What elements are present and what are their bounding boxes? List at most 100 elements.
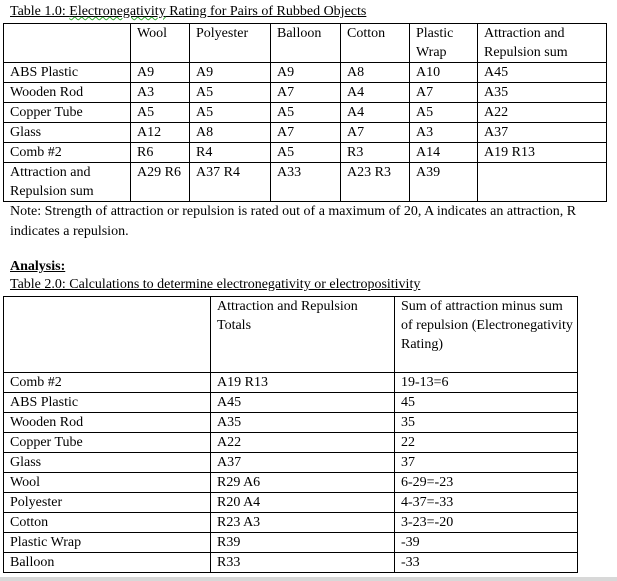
table-cell: Copper Tube	[3, 432, 211, 453]
table-cell: 6-29=-23	[394, 472, 578, 493]
table-cell: A29 R6	[130, 162, 190, 202]
table-cell: A19 R13	[210, 372, 395, 393]
table-row: Balloon R33 -33	[3, 552, 578, 573]
column-header: Sum of attraction minus sum of repulsion…	[394, 296, 578, 373]
table-cell: A5	[409, 102, 478, 123]
table-cell: Polyester	[3, 492, 211, 513]
electronegativity-rating-table: Wool Polyester Balloon Cotton Plastic Wrap At…	[3, 23, 607, 202]
caption-prefix: Table 1.0:	[10, 4, 70, 19]
table-cell: 45	[394, 392, 578, 413]
table-cell: A4	[340, 102, 410, 123]
table-cell: A19 R13	[477, 142, 607, 163]
table-cell: 35	[394, 412, 578, 433]
table-cell: A39	[409, 162, 478, 202]
table-cell: A14	[409, 142, 478, 163]
table-cell: A22	[477, 102, 607, 123]
table-cell: A3	[130, 82, 190, 103]
table-row: Wooden Rod A3 A5 A7 A4 A7 A35	[3, 82, 607, 103]
table-row: Copper Tube A22 22	[3, 432, 578, 453]
table-cell: R33	[210, 552, 395, 573]
column-header: Attraction and Repulsion sum	[477, 23, 607, 63]
table-cell: A7	[409, 82, 478, 103]
table-cell: A5	[189, 102, 271, 123]
table-cell: A4	[340, 82, 410, 103]
table-cell: 19-13=6	[394, 372, 578, 393]
table-row: ABS Plastic A9 A9 A9 A8 A10 A45	[3, 62, 607, 83]
table-cell: Attraction and Repulsion sum	[3, 162, 131, 202]
table-cell: R20 A4	[210, 492, 395, 513]
header-row: Attraction and Repulsion Totals Sum of at…	[3, 296, 578, 373]
table-row: ABS Plastic A45 45	[3, 392, 578, 413]
column-header	[3, 23, 131, 63]
table1-note: Note: Strength of attraction or repulsio…	[10, 204, 577, 239]
table-cell: -39	[394, 532, 578, 553]
table-row: Comb #2 R6 R4 A5 R3 A14 A19 R13	[3, 142, 607, 163]
column-header: Attraction and Repulsion Totals	[210, 296, 395, 373]
table-row: Comb #2 A19 R13 19-13=6	[3, 372, 578, 393]
table2-caption: Table 2.0: Calculations to determine ele…	[10, 277, 421, 292]
table-cell: A5	[130, 102, 190, 123]
table-cell: Glass	[3, 122, 131, 143]
table-cell: A7	[340, 122, 410, 143]
table-cell: -33	[394, 552, 578, 573]
table-cell: A37	[477, 122, 607, 143]
table-cell	[477, 162, 607, 202]
table-cell: A45	[210, 392, 395, 413]
column-header: Balloon	[270, 23, 341, 63]
table-cell: A22	[210, 432, 395, 453]
table-cell: ABS Plastic	[3, 392, 211, 413]
table-cell: A8	[340, 62, 410, 83]
table-cell: Wooden Rod	[3, 412, 211, 433]
table-cell: Balloon	[3, 552, 211, 573]
table-cell: Copper Tube	[3, 102, 131, 123]
table-cell: 22	[394, 432, 578, 453]
table-cell: A9	[130, 62, 190, 83]
column-header: Polyester	[189, 23, 271, 63]
table-cell: R23 A3	[210, 512, 395, 533]
table-row: Wool R29 A6 6-29=-23	[3, 472, 578, 493]
table-cell: A10	[409, 62, 478, 83]
table-cell: ABS Plastic	[3, 62, 131, 83]
calculations-table: Attraction and Repulsion Totals Sum of at…	[3, 296, 578, 573]
header-row: Wool Polyester Balloon Cotton Plastic Wrap At…	[3, 23, 607, 63]
table-row: Glass A37 37	[3, 452, 578, 473]
table-cell: Wool	[3, 472, 211, 493]
table-cell: A37 R4	[189, 162, 271, 202]
table-cell: R3	[340, 142, 410, 163]
column-header: Wool	[130, 23, 190, 63]
table-row: Wooden Rod A35 35	[3, 412, 578, 433]
table-cell: A35	[210, 412, 395, 433]
table-row: Attraction and Repulsion sum A29 R6 A37 R4…	[3, 162, 607, 202]
table-cell: Wooden Rod	[3, 82, 131, 103]
table-cell: Plastic Wrap	[3, 532, 211, 553]
table-cell: A9	[270, 62, 341, 83]
table-cell: A5	[270, 102, 341, 123]
table-row: Plastic Wrap R39 -39	[3, 532, 578, 553]
table-cell: A5	[189, 82, 271, 103]
table-row: Copper Tube A5 A5 A5 A4 A5 A22	[3, 102, 607, 123]
table-row: Glass A12 A8 A7 A7 A3 A37	[3, 122, 607, 143]
table-cell: Comb #2	[3, 142, 131, 163]
table-cell: Cotton	[3, 512, 211, 533]
table-cell: A12	[130, 122, 190, 143]
table1-caption: Table 1.0: Electronegativity Rating for …	[10, 4, 366, 20]
table-cell: A33	[270, 162, 341, 202]
table-cell: 3-23=-20	[394, 512, 578, 533]
table-cell: 37	[394, 452, 578, 473]
table-cell: Comb #2	[3, 372, 211, 393]
table-cell: A7	[270, 82, 341, 103]
table-cell: A45	[477, 62, 607, 83]
caption-rest: Rating for Pairs of Rubbed Objects	[165, 4, 367, 19]
horizontal-scrollbar[interactable]	[0, 577, 617, 581]
table-cell: A7	[270, 122, 341, 143]
analysis-heading: Analysis:	[10, 259, 66, 274]
table-cell: A3	[409, 122, 478, 143]
table-row: Cotton R23 A3 3-23=-20	[3, 512, 578, 533]
table-cell: A8	[189, 122, 271, 143]
caption-word: Electronegativity	[69, 4, 166, 19]
table-cell: A9	[189, 62, 271, 83]
column-header	[3, 296, 211, 373]
column-header: Cotton	[340, 23, 410, 63]
table-cell: A5	[270, 142, 341, 163]
table-cell: A35	[477, 82, 607, 103]
